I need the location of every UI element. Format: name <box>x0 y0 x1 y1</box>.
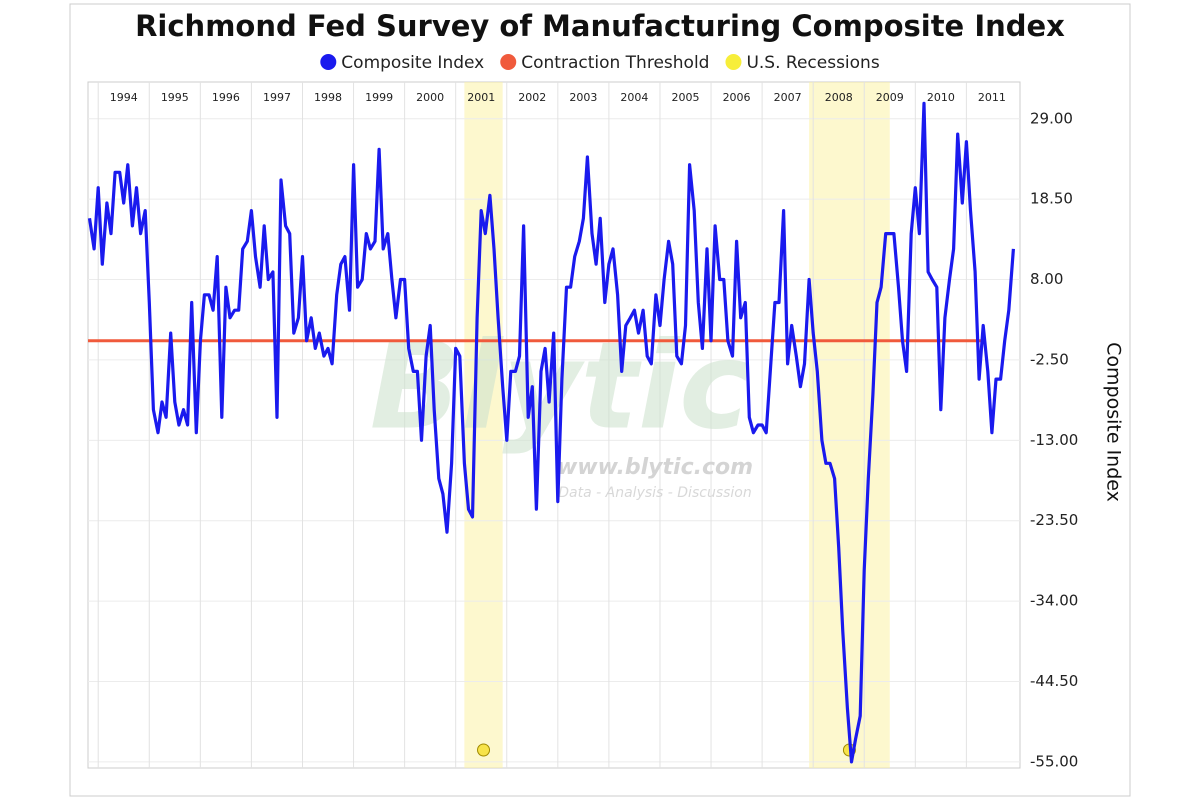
legend-label: Composite Index <box>341 53 484 73</box>
event-icon <box>477 743 491 757</box>
x-tick-label: 1997 <box>263 91 291 104</box>
y-tick-label: 29.00 <box>1030 109 1073 127</box>
x-tick-label: 2006 <box>723 91 751 104</box>
recession-band <box>464 82 503 768</box>
y-tick-label: -13.00 <box>1030 431 1078 449</box>
y-tick-label: -2.50 <box>1030 350 1069 368</box>
x-tick-label: 1995 <box>161 91 189 104</box>
recession-band <box>809 82 890 768</box>
x-tick-label: 2005 <box>672 91 700 104</box>
x-tick-label: 1998 <box>314 91 342 104</box>
chart-title: Richmond Fed Survey of Manufacturing Com… <box>135 9 1065 43</box>
y-tick-label: -34.00 <box>1030 592 1078 610</box>
legend-swatch <box>725 54 742 70</box>
x-tick-label: 2009 <box>876 91 904 104</box>
x-tick-label: 2007 <box>774 91 802 104</box>
legend-swatch <box>320 54 337 70</box>
legend-label: U.S. Recessions <box>746 53 879 73</box>
legend-swatch <box>500 54 517 70</box>
y-tick-label: -44.50 <box>1030 672 1078 690</box>
x-tick-label: 1999 <box>365 91 393 104</box>
x-tick-label: 2000 <box>416 91 444 104</box>
x-tick-label: 2011 <box>978 91 1006 104</box>
x-tick-label: 1996 <box>212 91 240 104</box>
x-tick-label: 2001 <box>467 91 495 104</box>
x-tick-label: 1994 <box>110 91 138 104</box>
y-tick-label: -55.00 <box>1030 752 1078 770</box>
x-tick-label: 2010 <box>927 91 955 104</box>
watermark-tagline: Data - Analysis - Discussion <box>558 485 751 501</box>
x-tick-label: 2003 <box>569 91 597 104</box>
x-tick-label: 2008 <box>825 91 853 104</box>
x-tick-label: 2002 <box>518 91 546 104</box>
watermark-url: www.blytic.com <box>557 455 753 480</box>
y-axis-title: Composite Index <box>1103 342 1125 502</box>
series-line <box>87 101 1015 764</box>
x-tick-label: 2004 <box>620 91 648 104</box>
y-tick-label: 18.50 <box>1030 190 1073 208</box>
legend-label: Contraction Threshold <box>521 53 709 73</box>
y-tick-label: -23.50 <box>1030 511 1078 529</box>
legend: Composite Index Contraction Threshold U.S.… <box>320 53 880 73</box>
y-tick-label: 8.00 <box>1030 270 1063 288</box>
